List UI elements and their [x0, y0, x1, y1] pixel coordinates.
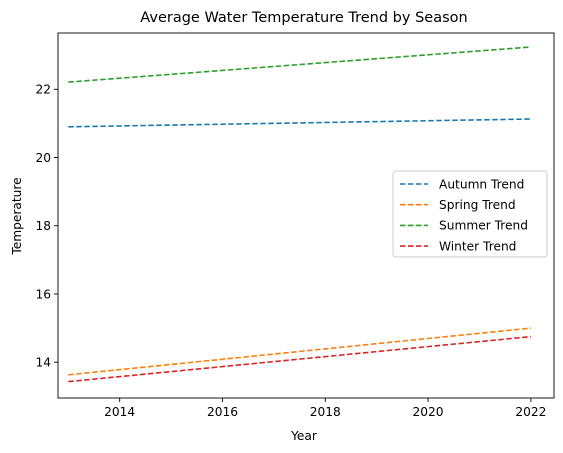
x-tick-label-1: 2016 [207, 405, 238, 419]
series-line-3 [68, 335, 531, 383]
x-tick-label-3: 2020 [413, 405, 444, 419]
x-tick-label-0: 2014 [104, 405, 135, 419]
y-axis-ticks: 14 16 18 20 22 [35, 83, 58, 369]
x-axis-label: Year [290, 429, 318, 443]
series-line-2 [68, 46, 531, 83]
legend: Autumn Trend Spring Trend Summer Trend Wint… [392, 170, 548, 258]
plot-lines [68, 46, 531, 383]
series-line-0 [68, 118, 531, 128]
y-tick-label-2: 18 [35, 219, 51, 233]
y-tick-label-1: 16 [35, 287, 51, 301]
x-axis-ticks: 2014 2016 2018 2020 2022 [104, 398, 546, 419]
x-tick-label-2: 2018 [310, 405, 341, 419]
legend-label-3: Winter Trend [439, 239, 516, 253]
legend-box [392, 170, 548, 258]
x-tick-label-4: 2022 [515, 405, 546, 419]
y-tick-label-0: 14 [35, 355, 51, 369]
legend-label-2: Summer Trend [439, 219, 528, 233]
legend-label-0: Autumn Trend [439, 177, 524, 191]
y-axis-label: Temperature [10, 177, 24, 255]
plot-frame [57, 32, 555, 399]
y-tick-label-3: 20 [35, 151, 51, 165]
y-tick-label-4: 22 [35, 83, 51, 97]
chart-title: Average Water Temperature Trend by Seaso… [140, 10, 467, 26]
series-line-1 [68, 327, 531, 376]
legend-label-1: Spring Trend [439, 198, 516, 212]
